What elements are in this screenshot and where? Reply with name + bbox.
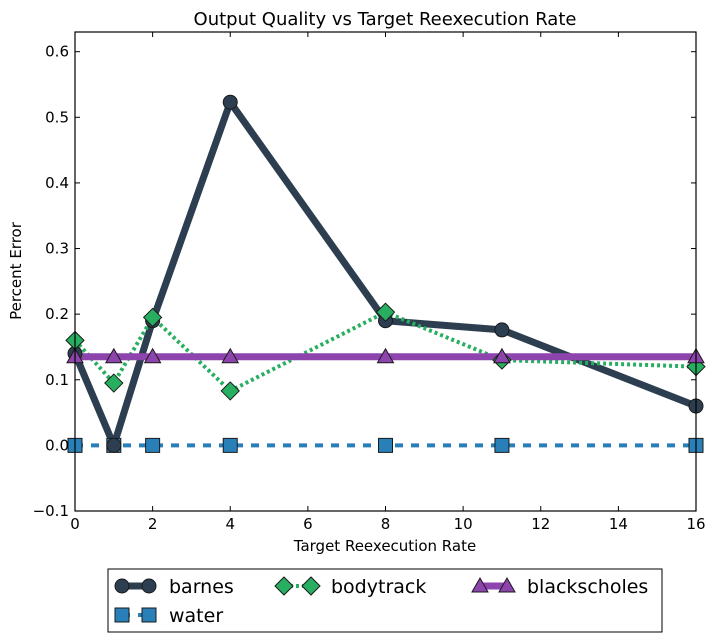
legend-marker-water [141, 607, 157, 623]
data-point-water [378, 437, 393, 453]
chart-title: Output Quality vs Target Reexecution Rat… [194, 9, 577, 30]
x-tick-label: 6 [303, 515, 313, 533]
data-point-water [222, 437, 238, 453]
y-tick-label: 0.0 [45, 436, 69, 454]
data-point-blackscholes [104, 347, 123, 364]
legend-marker-water [114, 607, 130, 623]
y-tick-label: 0.6 [45, 43, 69, 61]
data-point-barnes [494, 322, 510, 338]
x-tick-label: 16 [686, 515, 705, 533]
legend-label-water: water [169, 605, 223, 627]
x-tick-label: 0 [70, 515, 80, 533]
x-tick-label: 2 [148, 515, 158, 533]
data-point-bodytrack [375, 302, 396, 322]
data-point-bodytrack [142, 307, 163, 328]
legend-marker-blackscholes [471, 576, 489, 593]
legend-marker-barnes [114, 578, 130, 594]
x-tick-label: 12 [531, 515, 550, 533]
data-point-blackscholes [221, 347, 240, 364]
x-tick-label: 4 [225, 515, 235, 533]
y-tick-label: 0.2 [45, 305, 69, 323]
legend: barnes water bodytrack blackscholes [107, 568, 663, 633]
plot-series [65, 94, 706, 453]
legend-label-bodytrack: bodytrack [331, 576, 426, 598]
data-point-bodytrack [104, 373, 124, 393]
data-point-water [145, 437, 161, 453]
y-axis-label: Percent Error [7, 221, 25, 320]
legend-label-barnes: barnes [169, 576, 234, 598]
y-tick-label: 0.1 [45, 371, 69, 389]
legend-label-blackscholes: blackscholes [527, 576, 648, 598]
x-axis-label: Target Reexecution Rate [293, 537, 476, 555]
data-point-blackscholes [376, 347, 395, 364]
x-tick-label: 14 [609, 515, 628, 533]
plot-frame [74, 31, 697, 512]
series-line-barnes [71, 98, 698, 449]
y-tick-label: 0.5 [45, 108, 69, 126]
legend-marker-blackscholes [498, 576, 516, 593]
legend-marker-bodytrack [301, 576, 321, 596]
x-tick-label: 8 [381, 515, 391, 533]
y-tick-label: 0.4 [45, 174, 69, 192]
data-point-blackscholes [143, 347, 162, 364]
data-point-bodytrack [220, 381, 240, 401]
data-point-barnes [222, 94, 238, 110]
data-point-barnes [106, 437, 122, 453]
legend-marker-barnes [141, 578, 157, 594]
data-point-water [494, 437, 510, 453]
legend-marker-bodytrack [274, 576, 294, 596]
y-tick-label: 0.3 [45, 240, 69, 258]
data-point-blackscholes [493, 347, 511, 364]
x-tick-label: 10 [454, 515, 473, 533]
y-tick-label: −0.1 [33, 502, 69, 520]
tick-labels: 0 2 4 6 8 10 12 14 16 −0.1 0.0 0.1 0.2 0.3 0.4 0.5 0.6 [33, 43, 706, 533]
legend-box [107, 568, 663, 633]
